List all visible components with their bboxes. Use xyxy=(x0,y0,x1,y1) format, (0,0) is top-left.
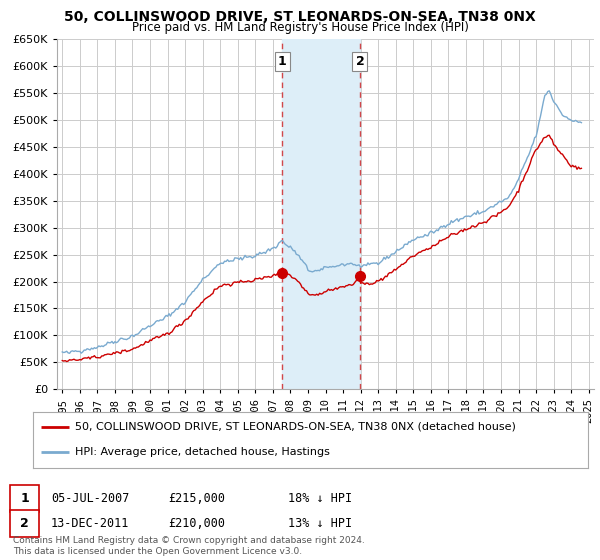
Text: 05-JUL-2007: 05-JUL-2007 xyxy=(51,492,130,505)
Text: 50, COLLINSWOOD DRIVE, ST LEONARDS-ON-SEA, TN38 0NX (detached house): 50, COLLINSWOOD DRIVE, ST LEONARDS-ON-SE… xyxy=(74,422,515,432)
Text: 1: 1 xyxy=(278,55,287,68)
Bar xyxy=(283,39,360,389)
Text: 18% ↓ HPI: 18% ↓ HPI xyxy=(288,492,352,505)
Text: 2: 2 xyxy=(356,55,364,68)
Text: Contains HM Land Registry data © Crown copyright and database right 2024.
This d: Contains HM Land Registry data © Crown c… xyxy=(13,536,365,556)
Text: Price paid vs. HM Land Registry's House Price Index (HPI): Price paid vs. HM Land Registry's House … xyxy=(131,21,469,34)
Text: 2: 2 xyxy=(20,517,29,530)
Text: £215,000: £215,000 xyxy=(168,492,225,505)
Text: 13% ↓ HPI: 13% ↓ HPI xyxy=(288,517,352,530)
Text: 13-DEC-2011: 13-DEC-2011 xyxy=(51,517,130,530)
Text: 50, COLLINSWOOD DRIVE, ST LEONARDS-ON-SEA, TN38 0NX: 50, COLLINSWOOD DRIVE, ST LEONARDS-ON-SE… xyxy=(64,10,536,24)
Text: £210,000: £210,000 xyxy=(168,517,225,530)
Text: 1: 1 xyxy=(20,492,29,505)
Text: HPI: Average price, detached house, Hastings: HPI: Average price, detached house, Hast… xyxy=(74,447,329,458)
